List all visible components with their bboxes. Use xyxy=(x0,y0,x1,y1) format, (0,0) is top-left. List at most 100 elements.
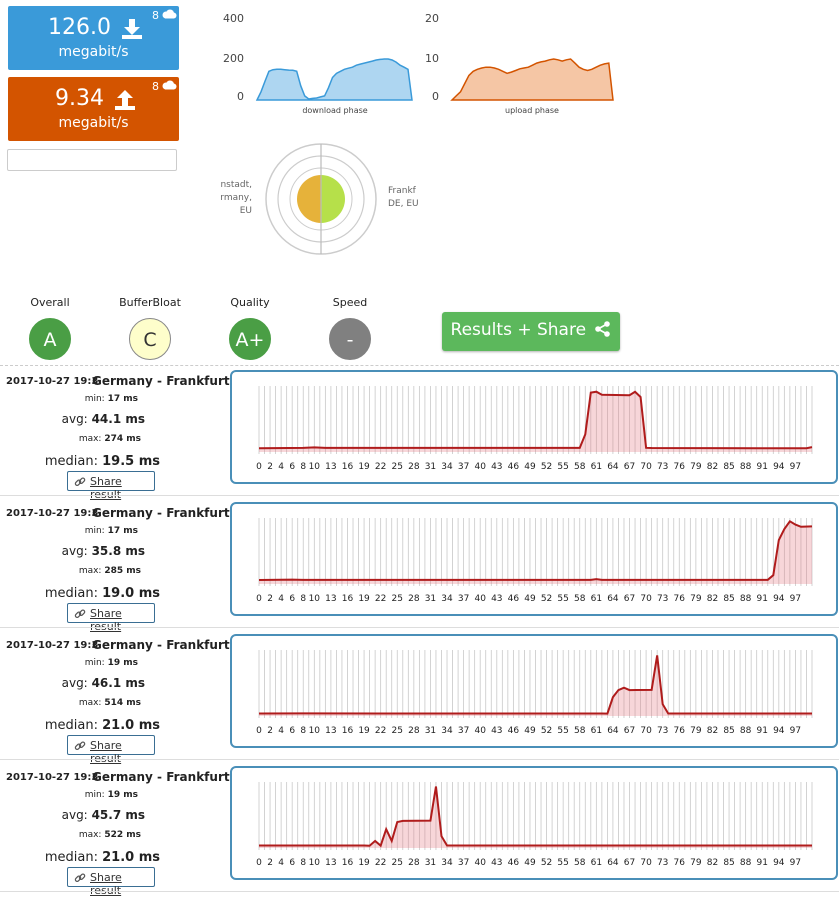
ping-xtick: 2 xyxy=(267,462,273,472)
ping-xtick: 19 xyxy=(358,594,370,604)
ping-xtick: 6 xyxy=(289,594,295,604)
ping-area xyxy=(259,786,812,848)
ping-xtick: 94 xyxy=(773,726,785,736)
ping-chart: 0 2 4 6 8 10 13 16 19 22 25 28 31 34 37 40 43 46 49 52 55 58 6… xyxy=(256,782,813,868)
ping-xtick: 22 xyxy=(375,726,386,736)
download-speed-value: 126.0 xyxy=(48,15,111,40)
download-phase-area xyxy=(255,58,413,101)
share-result-label: Share result xyxy=(90,475,122,501)
ping-xtick: 52 xyxy=(541,462,552,472)
ping-xtick: 67 xyxy=(624,594,635,604)
grade-speed: - xyxy=(329,318,371,360)
share-result-button[interactable]: Share result xyxy=(67,867,155,897)
ping-line xyxy=(258,519,813,582)
ping-xtick: 67 xyxy=(624,726,635,736)
upload-phase-label: upload phase xyxy=(505,106,559,115)
ping-xtick: 31 xyxy=(425,462,436,472)
result-row: 2017-10-27 19:3 Germany - Frankfurt min:… xyxy=(0,632,839,765)
ping-xtick: 91 xyxy=(757,858,768,868)
upload-icon xyxy=(115,90,135,110)
ping-xtick: 34 xyxy=(441,858,453,868)
ping-xtick: 49 xyxy=(524,462,536,472)
result-avg: avg: 35.8 ms xyxy=(61,544,145,558)
share-result-label: Share result xyxy=(90,607,122,633)
ping-xtick: 0 xyxy=(256,594,262,604)
result-max: max: 522 ms xyxy=(78,830,141,840)
ping-xtick: 31 xyxy=(425,858,436,868)
ping-xtick: 13 xyxy=(325,858,336,868)
ping-xtick: 70 xyxy=(640,594,652,604)
result-server: Germany - Frankfurt xyxy=(92,374,230,388)
ping-xtick: 19 xyxy=(358,726,370,736)
ping-xtick: 40 xyxy=(474,726,486,736)
ping-xtick: 55 xyxy=(557,462,568,472)
ping-xtick: 61 xyxy=(591,858,602,868)
ping-xtick: 4 xyxy=(278,594,284,604)
ping-xtick: 97 xyxy=(790,462,801,472)
ping-xtick: 58 xyxy=(574,462,586,472)
ping-xtick: 37 xyxy=(458,858,469,868)
ping-chart: 0 2 4 6 8 10 13 16 19 22 25 28 31 34 37 40 43 46 49 52 55 58 6… xyxy=(256,386,813,472)
ping-xtick: 97 xyxy=(790,594,801,604)
ping-xtick: 28 xyxy=(408,594,420,604)
result-row: 2017-10-27 19:3 Germany - Frankfurt min:… xyxy=(0,500,839,633)
client-latency-half xyxy=(297,175,321,223)
ping-xtick: 82 xyxy=(707,462,718,472)
result-median: median: 19.0 ms xyxy=(44,586,160,601)
result-avg: avg: 45.7 ms xyxy=(61,808,145,822)
results-share-button[interactable]: Results + Share xyxy=(442,312,620,351)
grade-label-bufferbloat: BufferBloat xyxy=(119,296,181,309)
ping-xtick: 8 xyxy=(300,594,306,604)
ping-chart-panel: 0 2 4 6 8 10 13 16 19 22 25 28 31 34 37 40 43 46 49 52 55 58 6… xyxy=(230,502,838,616)
result-server: Germany - Frankfurt xyxy=(92,506,230,520)
ping-line xyxy=(259,786,812,848)
ping-xtick: 40 xyxy=(474,858,486,868)
row-separator xyxy=(0,627,839,628)
link-icon xyxy=(74,873,86,882)
link-icon xyxy=(74,741,86,750)
ping-xtick: 6 xyxy=(289,462,295,472)
ping-xtick: 25 xyxy=(392,594,403,604)
ping-xtick: 85 xyxy=(723,726,734,736)
row-separator xyxy=(0,495,839,496)
ping-xtick: 37 xyxy=(458,462,469,472)
ping-xtick: 31 xyxy=(425,726,436,736)
ping-line xyxy=(258,655,812,715)
ping-xtick: 0 xyxy=(256,858,262,868)
ping-xtick: 79 xyxy=(690,858,702,868)
empty-text-field[interactable] xyxy=(7,149,177,171)
result-min: min: 17 ms xyxy=(84,394,138,404)
ping-xtick: 13 xyxy=(325,726,336,736)
share-result-label: Share result xyxy=(90,739,122,765)
ping-xtick: 6 xyxy=(289,858,295,868)
ping-xtick: 82 xyxy=(707,726,718,736)
ping-xtick: 76 xyxy=(674,462,686,472)
ping-xtick: 16 xyxy=(342,858,354,868)
ping-xtick: 2 xyxy=(267,594,273,604)
ping-xtick: 76 xyxy=(674,858,686,868)
ping-xtick: 4 xyxy=(278,726,284,736)
ping-xtick: 82 xyxy=(707,858,718,868)
result-max: max: 514 ms xyxy=(78,698,141,708)
ping-xtick: 40 xyxy=(474,594,486,604)
ping-xtick: 79 xyxy=(690,594,702,604)
share-result-button[interactable]: Share result xyxy=(67,735,155,765)
result-date: 2017-10-27 19:3 xyxy=(6,376,99,387)
ping-xtick: 4 xyxy=(278,858,284,868)
ping-xtick: 46 xyxy=(508,858,520,868)
ping-xtick: 88 xyxy=(740,726,752,736)
ping-xtick: 61 xyxy=(591,594,602,604)
ping-xtick: 61 xyxy=(591,726,602,736)
ping-xtick: 97 xyxy=(790,858,801,868)
ping-xtick: 49 xyxy=(524,726,536,736)
share-result-button[interactable]: Share result xyxy=(67,603,155,633)
upload-test-count: 8 xyxy=(152,80,159,93)
share-result-button[interactable]: Share result xyxy=(67,471,155,501)
ping-xtick: 79 xyxy=(690,462,702,472)
ping-xtick: 13 xyxy=(325,462,336,472)
ping-xtick: 28 xyxy=(408,858,420,868)
ping-chart-panel: 0 2 4 6 8 10 13 16 19 22 25 28 31 34 37 40 43 46 49 52 55 58 6… xyxy=(230,370,838,484)
ping-xtick: 0 xyxy=(256,462,262,472)
download-test-count: 8 xyxy=(152,9,159,22)
ping-xtick: 88 xyxy=(740,462,752,472)
